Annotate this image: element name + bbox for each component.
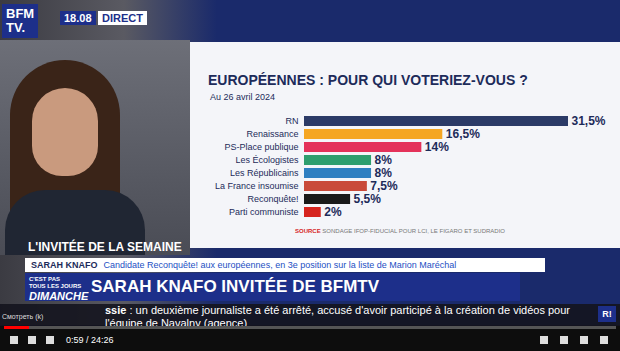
html-text:TOUS LES JOURS: TOUS LES JOURS	[29, 283, 82, 289]
svg-text:7,5%: 7,5%	[370, 179, 398, 193]
html-text:R!: R!	[602, 309, 612, 319]
svg-text:8%: 8%	[375, 166, 393, 180]
html-text:L'INVITÉE DE LA SEMAINE: L'INVITÉE DE LA SEMAINE	[28, 240, 182, 254]
html-text:DIRECT: DIRECT	[102, 12, 143, 24]
svg-text:5,5%: 5,5%	[354, 192, 382, 206]
svg-text:2%: 2%	[324, 205, 342, 219]
svg-text:RN: RN	[286, 116, 299, 126]
svg-text:PS-Place publique: PS-Place publique	[224, 142, 298, 152]
html-text:ssie: un deuxième journaliste: ssie: un deuxième journaliste a été arrê…	[105, 304, 570, 329]
svg-text:14%: 14%	[425, 140, 449, 154]
html-text:DIMANCHESARAH KNAFO INVITÉE DE: DIMANCHESARAH KNAFO INVITÉE DE BFMTV	[29, 277, 380, 302]
svg-text:La France insoumise: La France insoumise	[215, 181, 299, 191]
html-text:TV.: TV.	[6, 20, 25, 35]
svg-text:Reconquête!: Reconquête!	[247, 194, 298, 204]
html-text:BFM: BFM	[6, 6, 35, 21]
html-text:EUROPÉENNES : POUR QUI VOTERIE: EUROPÉENNES : POUR QUI VOTERIEZ-VOUS ?	[208, 72, 528, 88]
svg-text:Les Écologistes: Les Écologistes	[235, 155, 299, 165]
svg-text:Renaissance: Renaissance	[246, 129, 298, 139]
html-text:18.08: 18.08	[64, 12, 92, 24]
html-text:Au 26 avril 2024: Au 26 avril 2024	[210, 92, 275, 102]
svg-text:16,5%: 16,5%	[446, 127, 480, 141]
svg-text:Parti communiste: Parti communiste	[229, 207, 299, 217]
html-text:SOURCE SONDAGE IFOP-FIDUCIAL P: SOURCE SONDAGE IFOP-FIDUCIAL POUR LCI, L…	[295, 228, 505, 234]
html-text:Candidate Reconquête! aux euro: Candidate Reconquête! aux européennes, e…	[103, 260, 457, 270]
html-text:SARAH KNAFO: SARAH KNAFO	[31, 260, 98, 270]
svg-text:31,5%: 31,5%	[572, 114, 606, 128]
html-text:Смотреть (k): Смотреть (k)	[2, 313, 44, 320]
html-text:C'EST PAS: C'EST PAS	[29, 276, 60, 282]
svg-text:8%: 8%	[375, 153, 393, 167]
html-text:0:59 / 24:26: 0:59 / 24:26	[66, 335, 114, 345]
svg-text:Les Républicains: Les Républicains	[230, 168, 299, 178]
